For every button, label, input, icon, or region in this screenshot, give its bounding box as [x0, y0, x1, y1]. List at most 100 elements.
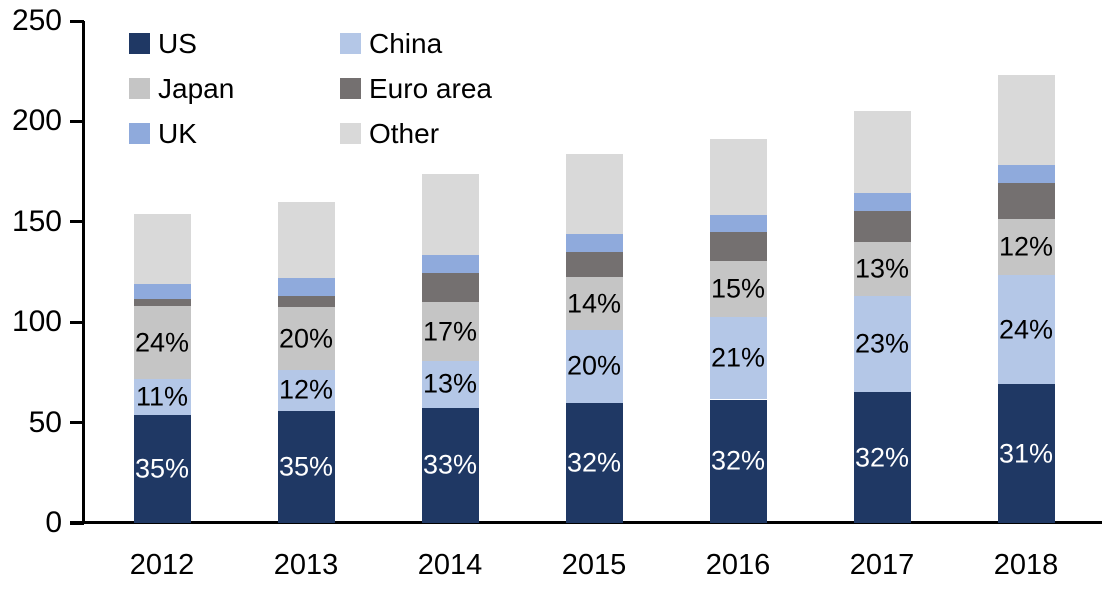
bar-segment-other-2012 [133, 213, 191, 285]
legend-item-china: China [340, 21, 551, 66]
bar-segment-euro-area-2016 [709, 231, 767, 261]
segment-label-us-2014: 33% [422, 449, 478, 480]
bar-segment-japan-2012 [133, 306, 191, 380]
bar-segment-euro-area-2012 [133, 299, 191, 307]
bar-segment-japan-2018 [997, 218, 1055, 275]
segment-label-japan-2016: 15% [710, 273, 766, 304]
legend-swatch-japan [129, 78, 150, 99]
bar-segment-japan-2015 [565, 277, 623, 331]
segment-label-china-2014: 13% [422, 368, 478, 399]
bar-segment-uk-2017 [853, 192, 911, 211]
bar-segment-uk-2014 [421, 254, 479, 273]
bar-segment-china-2015 [565, 330, 623, 403]
y-axis-tick-label: 0 [45, 506, 62, 539]
y-axis-tick-label: 250 [11, 4, 62, 37]
legend-swatch-uk [129, 123, 150, 144]
legend-swatch-euro-area [340, 78, 361, 99]
segment-label-china-2012: 11% [135, 381, 189, 412]
legend-label-other: Other [369, 117, 440, 149]
legend-item-euro-area: Euro area [340, 66, 551, 111]
bar-segment-us-2012 [133, 414, 191, 523]
legend-item-uk: UK [129, 111, 340, 156]
y-axis-tick [70, 421, 84, 425]
bar-segment-euro-area-2018 [997, 182, 1055, 219]
y-axis-tick [70, 220, 84, 224]
segment-label-china-2015: 20% [566, 350, 622, 381]
segment-label-us-2018: 31% [998, 438, 1054, 469]
segment-label-japan-2015: 14% [566, 288, 622, 319]
legend-label-uk: UK [158, 117, 197, 149]
chart-legend: US China Japan Euro area UK Other [129, 21, 551, 156]
segment-label-china-2013: 12% [278, 374, 334, 405]
y-axis-tick-label: 150 [11, 204, 62, 238]
bar-segment-uk-2015 [565, 233, 623, 252]
segment-label-us-2017: 32% [854, 442, 910, 473]
y-axis-tick-label: 50 [28, 405, 62, 439]
segment-label-japan-2014: 17% [422, 316, 478, 347]
legend-item-japan: Japan [129, 66, 340, 111]
segment-label-china-2018: 24% [998, 314, 1054, 345]
legend-label-japan: Japan [158, 72, 235, 104]
legend-row: US China [129, 21, 551, 66]
bar-segment-china-2013 [277, 370, 335, 411]
bar-segment-japan-2014 [421, 302, 479, 362]
bar-segment-uk-2013 [277, 278, 335, 297]
bar-segment-china-2017 [853, 296, 911, 393]
bar-segment-japan-2013 [277, 307, 335, 371]
segment-label-china-2017: 23% [854, 328, 910, 359]
y-axis-line [81, 21, 85, 523]
segment-label-japan-2018: 12% [998, 231, 1054, 262]
bar-segment-other-2016 [709, 139, 767, 215]
legend-swatch-us [129, 33, 150, 54]
bar-segment-china-2016 [709, 317, 767, 400]
bar-segment-china-2012 [133, 379, 191, 415]
bar-segment-china-2018 [997, 275, 1055, 385]
legend-swatch-china [340, 33, 361, 54]
segment-label-us-2016: 32% [710, 445, 766, 476]
x-axis-label-2015: 2015 [561, 549, 627, 581]
bar-segment-us-2014 [421, 407, 479, 523]
legend-row: UK Other [129, 111, 551, 156]
bar-segment-japan-2017 [853, 241, 911, 297]
segment-label-japan-2012: 24% [134, 327, 190, 358]
segment-label-us-2015: 32% [566, 447, 622, 478]
segment-label-us-2013: 35% [278, 451, 334, 482]
legend-item-us: US [129, 21, 340, 66]
bar-segment-euro-area-2015 [565, 251, 623, 277]
y-axis-tick [70, 19, 84, 23]
bar-segment-us-2016 [709, 399, 767, 523]
legend-label-euro-area: Euro area [369, 72, 492, 104]
segment-label-japan-2017: 13% [854, 253, 910, 284]
bar-segment-other-2015 [565, 153, 623, 234]
bar-segment-other-2017 [853, 111, 911, 193]
x-axis-label-2013: 2013 [273, 549, 339, 581]
bar-segment-other-2014 [421, 173, 479, 255]
bar-segment-japan-2016 [709, 260, 767, 318]
bar-segment-us-2017 [853, 392, 911, 523]
bar-segment-other-2013 [277, 201, 335, 279]
segment-label-china-2016: 21% [710, 342, 766, 373]
x-axis-label-2014: 2014 [417, 549, 483, 581]
bar-segment-us-2018 [997, 384, 1055, 523]
bar-segment-uk-2018 [997, 164, 1055, 183]
legend-row: Japan Euro area [129, 66, 551, 111]
legend-item-other: Other [340, 111, 551, 156]
y-axis-tick-label: 200 [11, 104, 62, 138]
bar-segment-other-2018 [997, 75, 1055, 165]
bar-segment-us-2013 [277, 410, 335, 523]
bar-segment-euro-area-2013 [277, 296, 335, 308]
y-axis-tick [70, 320, 84, 324]
segment-label-us-2012: 35% [134, 453, 190, 484]
y-axis-tick-label: 100 [11, 305, 62, 339]
bar-segment-us-2015 [565, 402, 623, 523]
legend-label-us: US [158, 27, 197, 59]
bar-segment-uk-2016 [709, 214, 767, 232]
bar-segment-euro-area-2017 [853, 210, 911, 242]
legend-swatch-other [340, 123, 361, 144]
x-axis-label-2018: 2018 [993, 549, 1059, 581]
bar-segment-uk-2012 [133, 284, 191, 300]
x-axis-label-2012: 2012 [129, 549, 195, 581]
x-axis-label-2016: 2016 [705, 549, 771, 581]
legend-label-china: China [369, 27, 443, 59]
bar-segment-euro-area-2014 [421, 273, 479, 303]
